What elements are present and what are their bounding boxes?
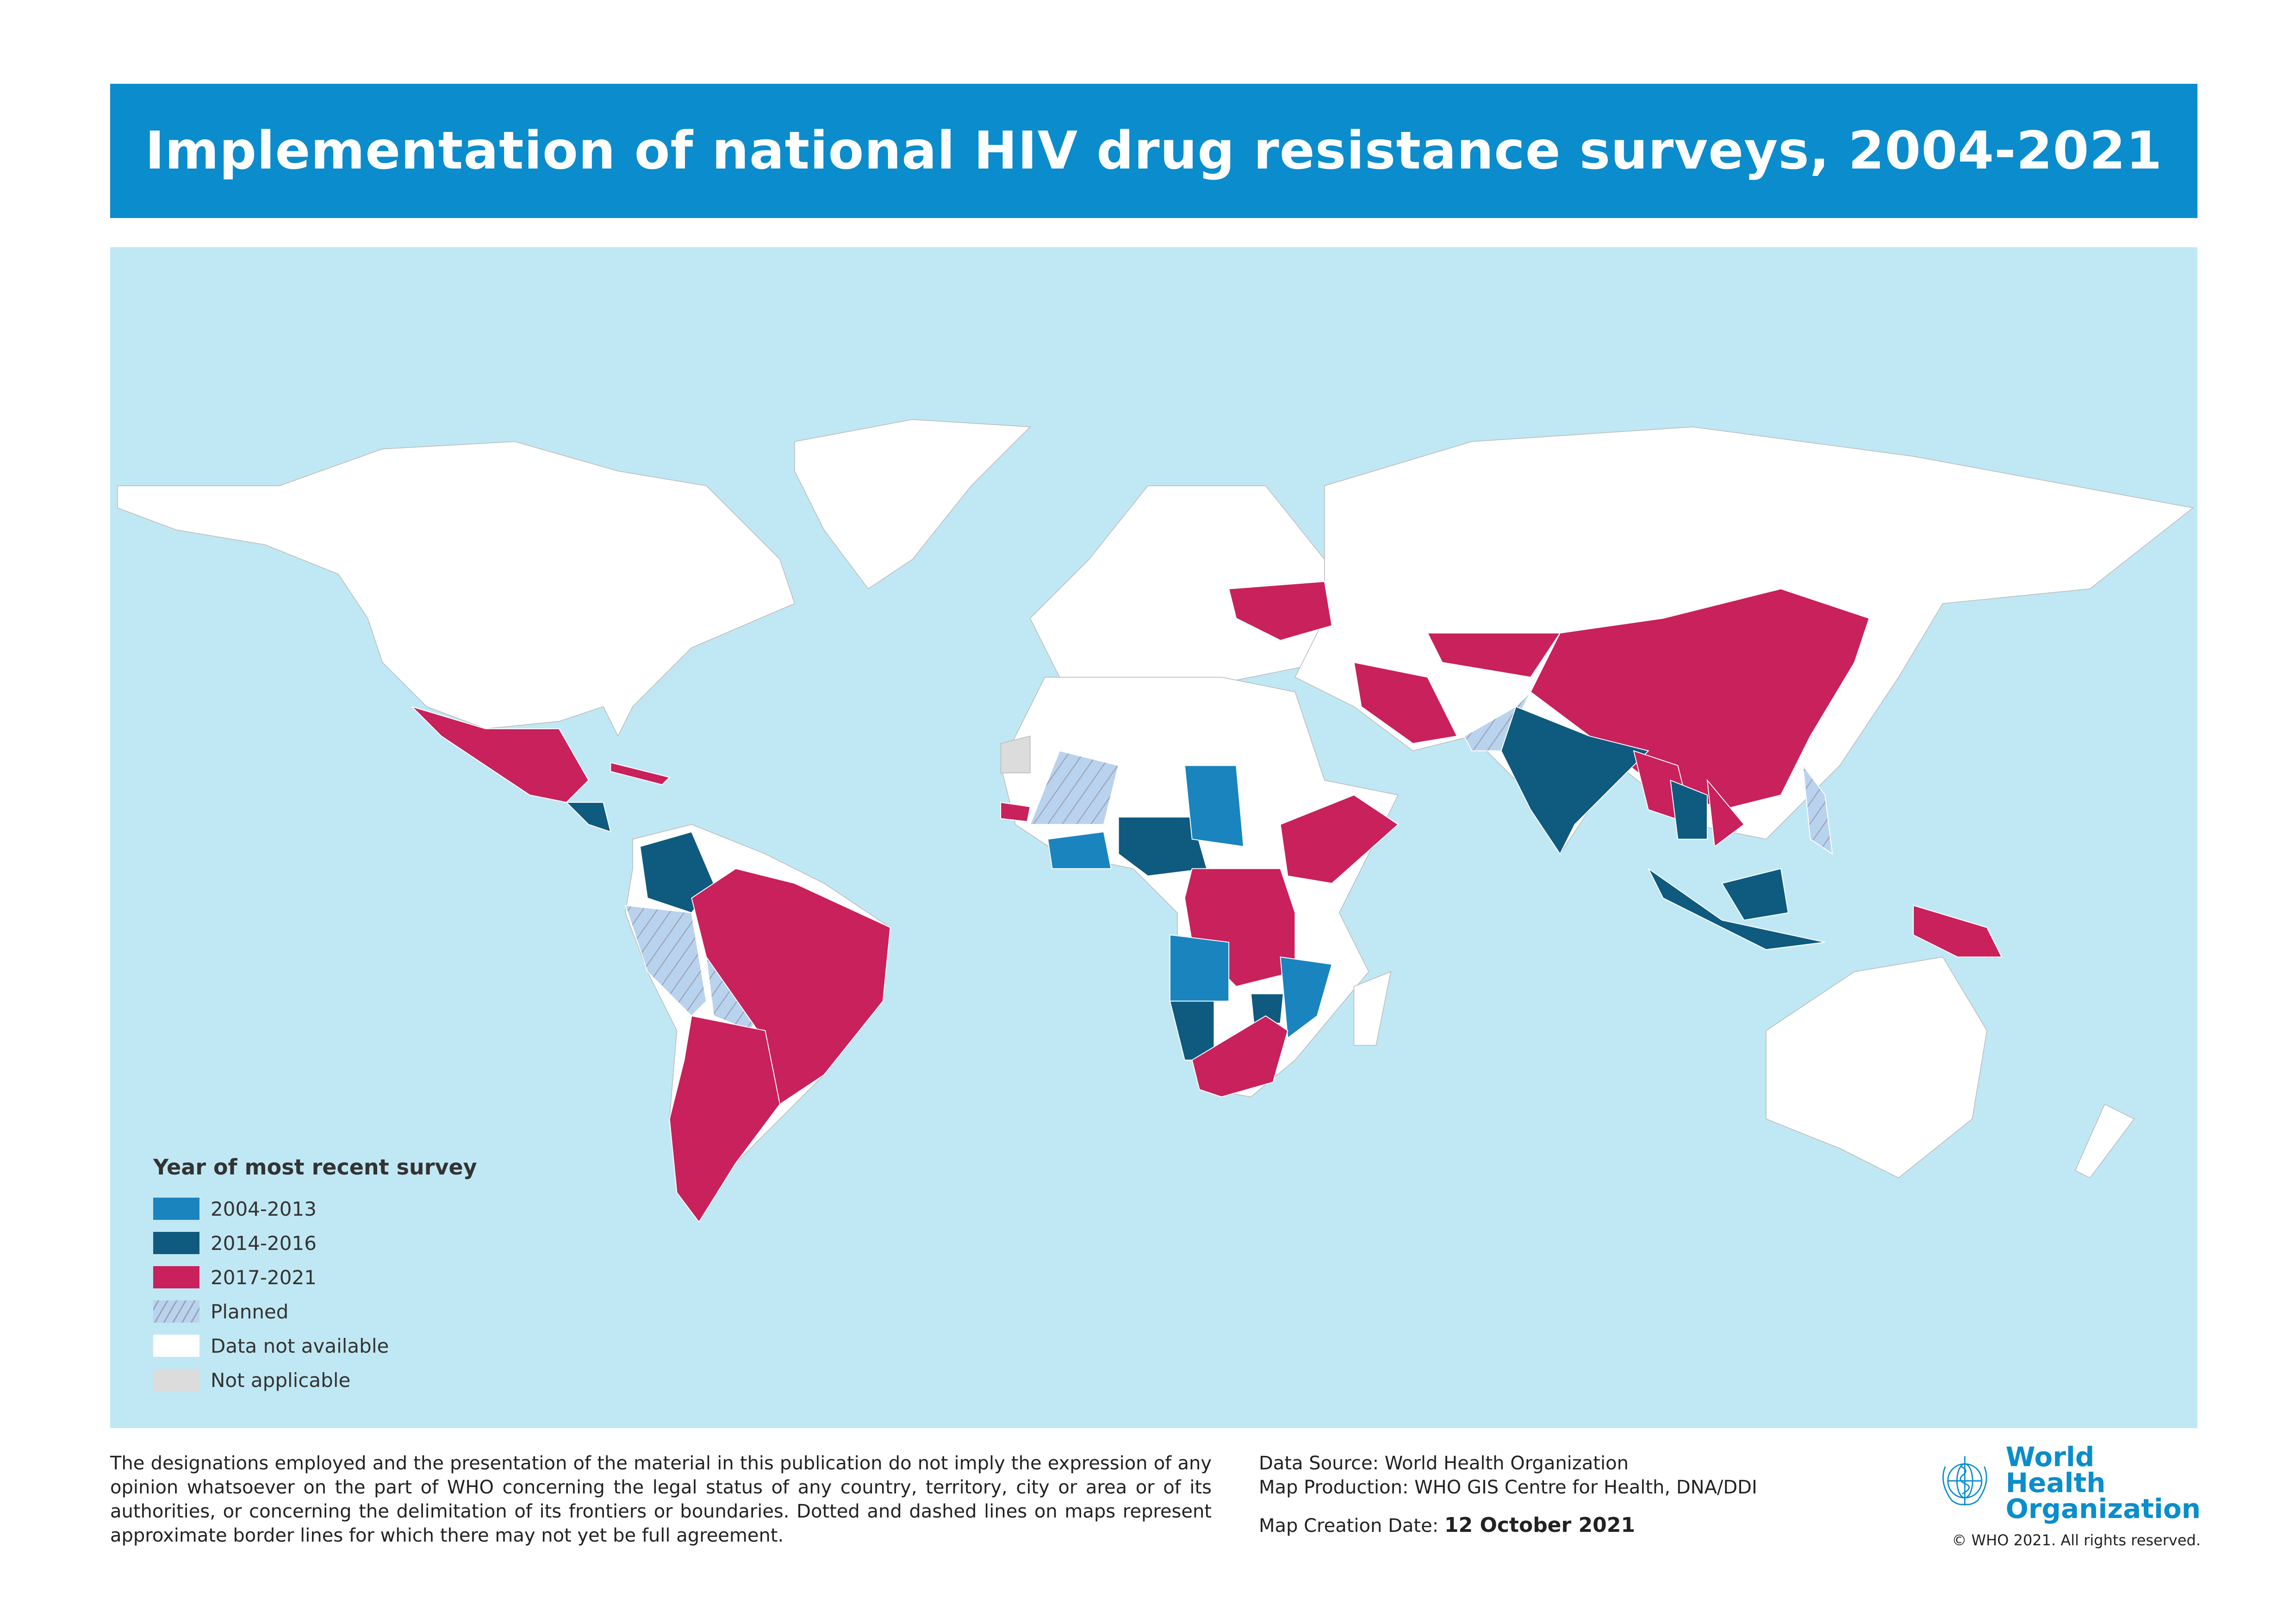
world-map: Year of most recent survey 2004-2013 201… <box>110 247 2197 1428</box>
creation-date: Map Creation Date: 12 October 2021 <box>1259 1513 1757 1538</box>
india <box>1500 706 1649 855</box>
brazil <box>691 868 891 1105</box>
kazakhstan-region <box>1427 632 1561 678</box>
legend-label: Not applicable <box>211 1368 351 1392</box>
map-canvas <box>117 419 2194 1223</box>
philippines <box>1802 764 1833 855</box>
legend-swatch <box>153 1300 199 1323</box>
zimbabwe <box>1250 993 1284 1024</box>
legend: Year of most recent survey 2004-2013 201… <box>153 1155 477 1397</box>
cote-divoire-ghana <box>1047 831 1112 869</box>
legend-swatch <box>153 1266 199 1288</box>
legend-item-not-applicable: Not applicable <box>153 1363 477 1397</box>
data-source: Data Source: World Health Organization <box>1259 1453 1629 1474</box>
who-branding: World Health Organization © WHO 2021. Al… <box>1932 1443 2201 1549</box>
chad <box>1184 765 1244 847</box>
new-zealand <box>2074 1104 2135 1179</box>
angola <box>1170 934 1230 1002</box>
nigeria <box>1118 817 1207 877</box>
peru <box>624 905 707 1017</box>
ukraine <box>1228 581 1332 641</box>
source-info: Data Source: World Health Organization M… <box>1259 1451 1757 1538</box>
legend-label: Data not available <box>211 1334 389 1357</box>
madagascar <box>1353 971 1392 1046</box>
central-america <box>565 802 611 833</box>
iran <box>1353 662 1458 744</box>
legend-label: 2004-2013 <box>211 1197 317 1220</box>
vietnam <box>1706 779 1745 848</box>
southern-cone <box>669 1015 781 1223</box>
indonesia-borneo <box>1721 868 1789 921</box>
map-title: Implementation of national HIV drug resi… <box>145 121 2163 181</box>
papua-new-guinea <box>1913 905 2003 958</box>
ethiopia <box>1280 794 1399 884</box>
north-america <box>117 441 795 737</box>
who-name-line2: Organization <box>2005 1493 2201 1524</box>
legend-swatch <box>153 1335 199 1357</box>
legend-item-2014-2016: 2014-2016 <box>153 1226 477 1260</box>
indonesia-west <box>1648 868 1825 950</box>
legend-label: 2017-2021 <box>211 1266 317 1289</box>
greenland <box>794 419 1031 590</box>
legend-label: 2014-2016 <box>211 1231 317 1255</box>
legend-swatch <box>153 1232 199 1254</box>
who-emblem-icon <box>1942 1456 1987 1506</box>
legend-item-data-not-available: Data not available <box>153 1329 477 1363</box>
who-logo: World Health Organization <box>1932 1443 2201 1522</box>
australia <box>1766 956 1988 1179</box>
legend-title: Year of most recent survey <box>153 1155 477 1180</box>
south-africa <box>1191 1015 1288 1098</box>
legend-item-2017-2021: 2017-2021 <box>153 1260 477 1294</box>
western-sahara <box>1000 736 1031 774</box>
who-name-line1: World Health <box>2005 1441 2106 1499</box>
map-production: Map Production: WHO GIS Centre for Healt… <box>1259 1477 1757 1498</box>
senegal <box>1000 802 1031 822</box>
legend-item-2004-2013: 2004-2013 <box>153 1192 477 1226</box>
who-name: World Health Organization <box>2005 1441 2201 1524</box>
creation-date-value: 12 October 2021 <box>1444 1513 1636 1537</box>
legend-swatch <box>153 1369 199 1391</box>
copyright: © WHO 2021. All rights reserved. <box>1952 1531 2201 1549</box>
title-bar: Implementation of national HIV drug resi… <box>110 84 2197 218</box>
creation-date-label: Map Creation Date: <box>1259 1515 1439 1537</box>
thailand <box>1670 779 1708 840</box>
cuba <box>610 762 671 786</box>
legend-swatch <box>153 1198 199 1220</box>
legend-label: Planned <box>211 1300 289 1323</box>
mali <box>1029 750 1119 825</box>
mozambique <box>1280 956 1333 1039</box>
disclaimer: The designations employed and the presen… <box>110 1453 1212 1546</box>
legend-item-planned: Planned <box>153 1294 477 1329</box>
